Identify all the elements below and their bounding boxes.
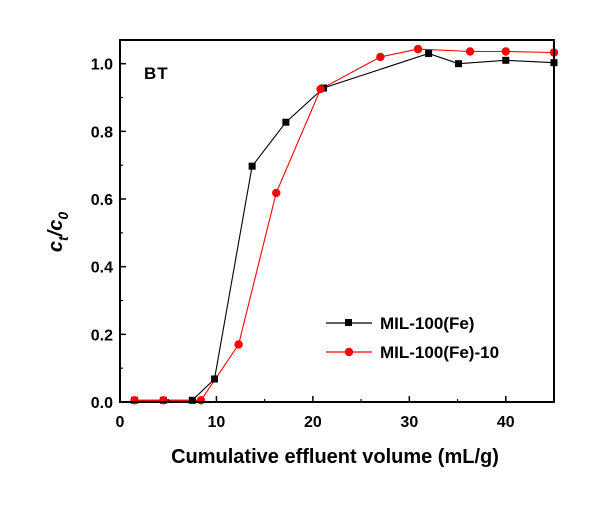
data-point-series-2 xyxy=(272,188,281,198)
y-axis-title: ct/c0 xyxy=(45,212,71,252)
data-point-series-2 xyxy=(196,396,206,405)
data-point-series-1 xyxy=(211,375,219,383)
y-tick-label: 0.0 xyxy=(91,395,113,412)
data-point-series-2 xyxy=(130,396,139,405)
panel-annotation: BT xyxy=(144,64,169,83)
plot-frame xyxy=(119,39,555,403)
data-point-series-2 xyxy=(501,47,510,56)
y-tick-label: 0.8 xyxy=(91,124,113,141)
y-axis-title-c: c xyxy=(45,241,67,252)
x-tick-label: 30 xyxy=(400,414,418,431)
data-point-series-2 xyxy=(234,340,243,349)
y-tick-label: 1.0 xyxy=(91,57,113,74)
data-point-series-1 xyxy=(188,396,196,404)
x-tick-label: 40 xyxy=(497,414,515,431)
legend-label-series-2: MIL-100(Fe)-10 xyxy=(380,343,499,362)
y-axis-title-sub-t: t xyxy=(55,235,71,241)
data-point-series-2 xyxy=(465,47,475,56)
data-point-series-2 xyxy=(413,44,423,54)
x-tick-label: 0 xyxy=(116,414,125,431)
y-axis-title-sep: /c xyxy=(45,220,67,238)
data-point-series-1 xyxy=(502,56,510,64)
legend-marker-circle xyxy=(344,347,354,357)
data-point-series-1 xyxy=(282,118,290,126)
legend-label-series-1: MIL-100(Fe) xyxy=(380,314,474,333)
y-tick-label: 0.6 xyxy=(91,192,113,209)
legend-marker-square xyxy=(345,319,352,326)
data-point-series-2 xyxy=(316,84,325,94)
y-tick-label: 0.2 xyxy=(91,327,113,344)
data-point-series-1 xyxy=(455,60,463,68)
x-tick-label: 20 xyxy=(304,414,322,431)
y-tick-label: 0.4 xyxy=(91,260,113,277)
legend: MIL-100(Fe) MIL-100(Fe)-10 xyxy=(326,314,499,362)
data-point-series-1 xyxy=(425,50,433,58)
data-point-series-2 xyxy=(159,396,168,405)
x-axis-title: Cumulative effluent volume (mL/g) xyxy=(171,446,499,468)
ticks-layer: 0 10 20 30 40 0.0 0.2 0.4 0.6 0.8 1.0 xyxy=(91,57,515,431)
data-point-series-2 xyxy=(376,52,385,62)
x-tick-label: 10 xyxy=(208,414,226,431)
data-point-series-1 xyxy=(248,162,256,170)
y-axis-title-sub-0: 0 xyxy=(55,212,71,220)
